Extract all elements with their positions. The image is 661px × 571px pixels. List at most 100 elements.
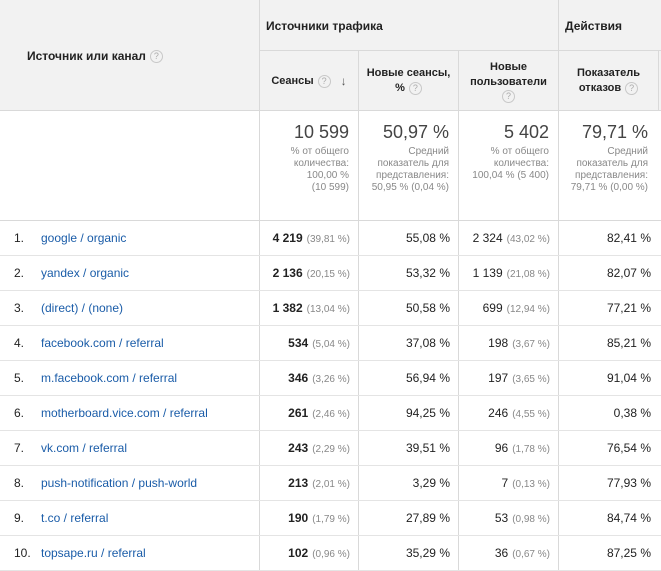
arrow-down-icon[interactable]: ↓ (340, 73, 347, 88)
row-number: 10. (14, 546, 31, 560)
column-divider (358, 51, 359, 571)
question-circle-icon[interactable]: ? (502, 89, 515, 103)
row-number: 7. (14, 441, 25, 455)
new-sessions-column-header[interactable]: Новые сеансы, %? (359, 51, 458, 111)
new-users-value: 1 139 (472, 266, 503, 280)
new-users-column-header[interactable]: Новые пользователи ? (459, 51, 558, 111)
bounce-label-line2: отказов (578, 82, 622, 94)
column-divider (558, 0, 559, 571)
source-link[interactable]: facebook.com / referral (41, 336, 164, 350)
sessions-percent: (2,01 %) (312, 479, 350, 490)
sessions-value: 2 136 (272, 266, 303, 280)
new-sessions-cell: 56,94 % (405, 371, 450, 385)
totals-note: 100,00 % (306, 170, 349, 181)
sessions-value: 243 (288, 441, 309, 455)
source-link[interactable]: yandex / organic (41, 266, 130, 280)
new-sessions-label-line2: % (395, 82, 405, 94)
source-link[interactable]: push-notification / push-world (41, 476, 198, 490)
new-users-cell: 53 (0,98 %) (459, 501, 559, 536)
question-circle-icon[interactable]: ? (408, 81, 422, 95)
column-divider (259, 0, 260, 571)
source-link[interactable]: google / organic (41, 231, 127, 245)
new-users-percent: (3,65 %) (512, 374, 550, 385)
totals-note: представления: (376, 170, 449, 181)
new-users-percent: (1,78 %) (512, 444, 550, 455)
totals-note: 100,04 % (5 400) (472, 170, 549, 181)
row-number: 1. (14, 231, 25, 245)
sessions-percent: (2,46 %) (312, 409, 350, 420)
question-circle-icon[interactable]: ? (625, 81, 639, 95)
table-row: 4. facebook.com / referral 534 (5,04 %) 37,0… (0, 326, 661, 361)
source-column-label: Источник или канал (27, 49, 146, 63)
totals-note: 50,95 % (0,04 %) (371, 182, 449, 193)
new-sessions-cell: 50,58 % (405, 301, 450, 315)
new-sessions-cell: 35,29 % (405, 546, 450, 560)
sessions-percent: (3,26 %) (312, 374, 350, 385)
sessions-cell: 213 (2,01 %) (260, 466, 359, 501)
totals-bounce: 79,71 % Средний показатель для представл… (559, 111, 661, 221)
source-link[interactable]: vk.com / referral (41, 441, 128, 455)
new-users-cell: 699 (12,94 %) (459, 291, 559, 326)
new-users-value: 96 (494, 441, 509, 455)
new-users-percent: (43,02 %) (506, 234, 550, 245)
totals-new-sessions-value: 50,97 % (382, 122, 449, 142)
source-link[interactable]: m.facebook.com / referral (41, 371, 178, 385)
new-users-value: 53 (494, 511, 509, 525)
sessions-cell: 1 382 (13,04 %) (260, 291, 359, 326)
bounce-rate-cell: 77,21 % (606, 301, 651, 315)
totals-note: 79,71 % (0,00 %) (570, 182, 648, 193)
totals-new-users-value: 5 402 (503, 122, 549, 142)
row-number: 4. (14, 336, 25, 350)
new-users-label-line1: Новые (490, 60, 527, 73)
table-row: 7. vk.com / referral 243 (2,29 %) 39,51 % 96(… (0, 431, 661, 466)
new-users-cell: 2 324 (43,02 %) (459, 221, 559, 256)
sessions-cell: 190 (1,79 %) (260, 501, 359, 536)
source-link[interactable]: (direct) / (none) (41, 301, 124, 315)
source-link[interactable]: t.co / referral (41, 511, 109, 525)
bounce-rate-cell: 91,04 % (606, 371, 651, 385)
question-circle-icon[interactable]: ? (317, 74, 331, 88)
sessions-percent: (20,15 %) (306, 269, 350, 280)
new-users-cell: 96 (1,78 %) (459, 431, 559, 466)
row-number: 3. (14, 301, 25, 315)
source-link[interactable]: motherboard.vice.com / referral (41, 406, 208, 420)
sessions-cell: 2 136 (20,15 %) (260, 256, 359, 291)
bounce-rate-cell: 82,41 % (606, 231, 651, 245)
sessions-value: 190 (288, 511, 309, 525)
totals-sessions: 10 599 % от общего количества: 100,00 % … (260, 111, 358, 221)
totals-new-users: 5 402 % от общего количества: 100,04 % (… (459, 111, 558, 221)
totals-note: % от общего (490, 146, 549, 157)
new-users-cell: 197 (3,65 %) (459, 361, 559, 396)
sessions-percent: (2,29 %) (312, 444, 350, 455)
sessions-column-header[interactable]: Сеансы ? ↓ (260, 51, 358, 111)
row-number: 8. (14, 476, 25, 490)
group-divider (559, 50, 661, 51)
row-number: 2. (14, 266, 25, 280)
new-sessions-label-line1: Новые сеансы, (366, 67, 451, 79)
new-users-percent: (4,55 %) (512, 409, 550, 420)
new-sessions-cell: 37,08 % (405, 336, 450, 350)
source-column-header[interactable]: Источник или канал ? (27, 49, 163, 63)
new-users-percent: (12,94 %) (506, 304, 550, 315)
source-link[interactable]: topsape.ru / referral (41, 546, 146, 560)
row-number: 9. (14, 511, 25, 525)
new-users-value: 7 (501, 476, 509, 490)
totals-note: количества: (293, 158, 349, 169)
new-sessions-cell: 55,08 % (405, 231, 450, 245)
new-users-value: 699 (482, 301, 503, 315)
sessions-percent: (1,79 %) (312, 514, 350, 525)
totals-note: представления: (575, 170, 648, 181)
totals-note: показатель для (576, 158, 648, 169)
bounce-rate-column-header[interactable]: Показатель отказов? (559, 51, 658, 111)
new-users-cell: 36 (0,67 %) (459, 536, 559, 571)
bounce-rate-cell: 76,54 % (606, 441, 651, 455)
sessions-cell: 261 (2,46 %) (260, 396, 359, 431)
question-circle-icon[interactable]: ? (149, 49, 163, 63)
totals-new-sessions: 50,97 % Средний показатель для представл… (359, 111, 458, 221)
new-users-percent: (0,67 %) (512, 549, 550, 560)
bounce-rate-cell: 77,93 % (606, 476, 651, 490)
sessions-value: 346 (288, 371, 309, 385)
totals-sessions-value: 10 599 (293, 122, 349, 142)
new-users-percent: (21,08 %) (506, 269, 550, 280)
column-divider (658, 51, 659, 111)
